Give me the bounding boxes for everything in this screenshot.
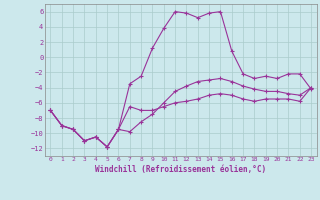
X-axis label: Windchill (Refroidissement éolien,°C): Windchill (Refroidissement éolien,°C) (95, 165, 266, 174)
